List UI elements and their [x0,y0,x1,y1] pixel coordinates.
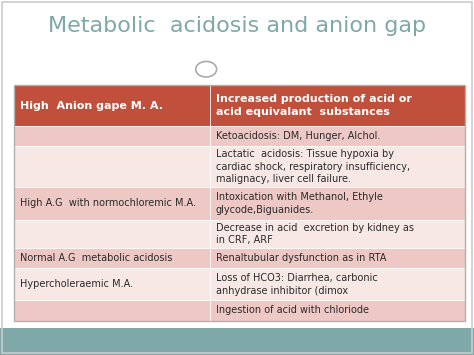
FancyBboxPatch shape [210,85,465,126]
FancyBboxPatch shape [14,268,210,300]
Text: Hypercholeraemic M.A.: Hypercholeraemic M.A. [20,279,133,289]
FancyBboxPatch shape [14,248,210,268]
FancyBboxPatch shape [210,300,465,321]
FancyBboxPatch shape [0,328,474,355]
Text: Ingestion of acid with chloriode: Ingestion of acid with chloriode [216,305,369,316]
Text: Intoxication with Methanol, Ethyle
glycode,Biguanides.: Intoxication with Methanol, Ethyle glyco… [216,192,383,215]
FancyBboxPatch shape [210,268,465,300]
Text: Normal A.G  metabolic acidosis: Normal A.G metabolic acidosis [20,253,172,263]
Circle shape [196,61,217,77]
Text: Increased production of acid or
acid equivalant  substances: Increased production of acid or acid equ… [216,94,411,117]
FancyBboxPatch shape [210,187,465,220]
Text: Loss of HCO3: Diarrhea, carbonic
anhydrase inhibitor (dimox: Loss of HCO3: Diarrhea, carbonic anhydra… [216,273,377,296]
Text: Renaltubular dysfunction as in RTA: Renaltubular dysfunction as in RTA [216,253,386,263]
Text: Decrease in acid  excretion by kidney as
in CRF, ARF: Decrease in acid excretion by kidney as … [216,223,414,245]
FancyBboxPatch shape [14,146,210,187]
FancyBboxPatch shape [210,248,465,268]
FancyBboxPatch shape [14,300,210,321]
Text: Metabolic  acidosis and anion gap: Metabolic acidosis and anion gap [48,16,426,36]
FancyBboxPatch shape [210,146,465,187]
Text: High  Anion gape M. A.: High Anion gape M. A. [20,100,163,111]
FancyBboxPatch shape [210,220,465,248]
FancyBboxPatch shape [14,126,210,146]
FancyBboxPatch shape [14,220,210,248]
FancyBboxPatch shape [14,85,210,126]
FancyBboxPatch shape [14,187,210,220]
Text: Ketoacidosis: DM, Hunger, Alchol.: Ketoacidosis: DM, Hunger, Alchol. [216,131,380,141]
Text: High A.G  with normochloremic M.A.: High A.G with normochloremic M.A. [20,198,196,208]
FancyBboxPatch shape [210,126,465,146]
Text: Lactatic  acidosis: Tissue hypoxia by
cardiac shock, respiratory insufficiency,
: Lactatic acidosis: Tissue hypoxia by car… [216,149,410,184]
